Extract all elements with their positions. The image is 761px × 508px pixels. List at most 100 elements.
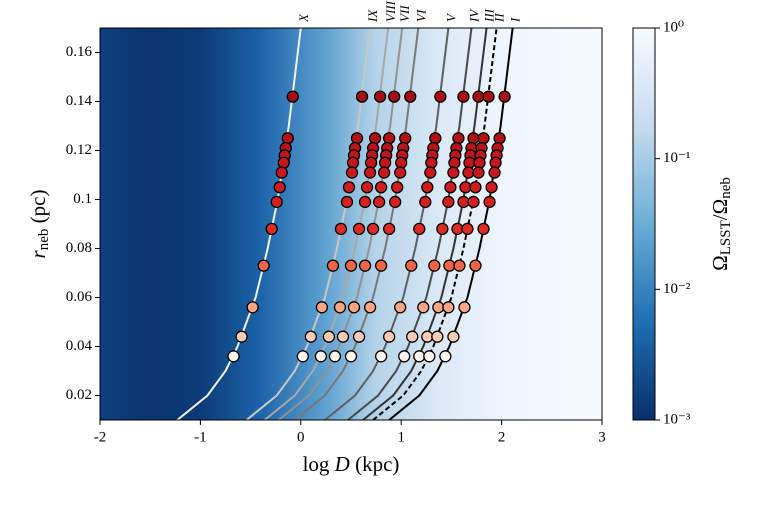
point bbox=[345, 166, 359, 179]
cbar-label-part: /Ω bbox=[708, 199, 732, 220]
point bbox=[394, 166, 407, 179]
point bbox=[257, 259, 270, 272]
point bbox=[235, 330, 248, 343]
point bbox=[326, 259, 340, 272]
point bbox=[447, 166, 460, 179]
point bbox=[360, 181, 374, 194]
point bbox=[372, 195, 386, 209]
x-tick-label: -1 bbox=[194, 429, 207, 445]
curve-label: V bbox=[443, 12, 458, 22]
x-tick-label: 0 bbox=[297, 429, 305, 445]
curve-label: VIII bbox=[383, 0, 398, 22]
point bbox=[246, 301, 259, 314]
point bbox=[383, 330, 396, 343]
colorbar-tick-label: 10⁻³ bbox=[663, 411, 691, 427]
colorbar-tick-label: 10⁰ bbox=[663, 19, 684, 35]
point bbox=[344, 259, 358, 272]
colorbar-tick-label: 10⁻² bbox=[663, 281, 691, 297]
point bbox=[428, 259, 441, 272]
point bbox=[315, 301, 329, 314]
point bbox=[389, 195, 402, 209]
y-tick-label: 0.02 bbox=[66, 387, 92, 403]
plot-area bbox=[176, 28, 514, 420]
point bbox=[373, 90, 387, 103]
point bbox=[417, 301, 430, 314]
point bbox=[394, 301, 407, 314]
plot-frame bbox=[99, 27, 603, 421]
point bbox=[374, 350, 388, 363]
point bbox=[488, 166, 501, 179]
point bbox=[344, 350, 358, 363]
point bbox=[398, 350, 411, 363]
y-tick-label: 0.06 bbox=[66, 289, 93, 305]
point bbox=[286, 90, 299, 103]
x-tick-label: 3 bbox=[598, 429, 606, 445]
point bbox=[421, 330, 434, 343]
point bbox=[493, 132, 506, 145]
point bbox=[453, 259, 466, 272]
point bbox=[333, 301, 347, 314]
point bbox=[352, 330, 366, 343]
y-tick-label: 0.1 bbox=[73, 191, 92, 207]
cbar-label-part: neb bbox=[718, 177, 734, 199]
x-label-part: (kpc) bbox=[350, 452, 400, 476]
point bbox=[482, 90, 495, 103]
point bbox=[442, 195, 455, 209]
point bbox=[388, 90, 401, 103]
point bbox=[391, 181, 404, 194]
point bbox=[368, 132, 382, 145]
curve-label: III bbox=[482, 8, 497, 23]
y-label-part: neb bbox=[36, 229, 52, 251]
point bbox=[457, 195, 470, 209]
point bbox=[462, 166, 475, 179]
point bbox=[366, 222, 380, 236]
point bbox=[363, 166, 377, 179]
y-tick-label: 0.14 bbox=[66, 93, 93, 109]
point bbox=[352, 222, 366, 236]
point bbox=[350, 132, 364, 145]
point bbox=[377, 166, 391, 179]
y-label-part: (pc) bbox=[26, 190, 50, 229]
point bbox=[347, 301, 361, 314]
point bbox=[447, 330, 460, 343]
point bbox=[406, 330, 419, 343]
x-tick-label: 2 bbox=[498, 429, 506, 445]
point bbox=[281, 132, 294, 145]
point bbox=[334, 222, 348, 236]
point bbox=[421, 181, 434, 194]
point bbox=[358, 259, 372, 272]
point bbox=[439, 350, 452, 363]
point bbox=[472, 166, 485, 179]
y-axis-label: rneb (pc) bbox=[26, 190, 53, 259]
point bbox=[436, 222, 449, 236]
point bbox=[363, 301, 377, 314]
point bbox=[273, 181, 286, 194]
point bbox=[431, 330, 444, 343]
point bbox=[443, 259, 456, 272]
point bbox=[270, 195, 283, 209]
point bbox=[336, 330, 350, 343]
point bbox=[328, 350, 342, 363]
cbar-label-part: Ω bbox=[708, 255, 732, 271]
curve-label: IV bbox=[466, 8, 481, 23]
colorbar bbox=[632, 27, 656, 421]
point bbox=[383, 132, 396, 145]
point bbox=[355, 90, 369, 103]
point bbox=[423, 350, 436, 363]
colorbar-label: ΩLSST/Ωneb bbox=[708, 177, 735, 271]
point bbox=[483, 195, 496, 209]
point bbox=[277, 156, 290, 169]
point bbox=[342, 181, 356, 194]
point bbox=[424, 166, 437, 179]
y-tick-label: 0.12 bbox=[66, 142, 92, 158]
curve-label: I bbox=[508, 17, 523, 23]
point bbox=[399, 132, 412, 145]
point bbox=[265, 222, 278, 236]
point bbox=[227, 350, 240, 363]
point bbox=[467, 132, 480, 145]
point bbox=[419, 195, 432, 209]
point bbox=[469, 181, 482, 194]
point bbox=[374, 259, 388, 272]
point bbox=[458, 301, 471, 314]
